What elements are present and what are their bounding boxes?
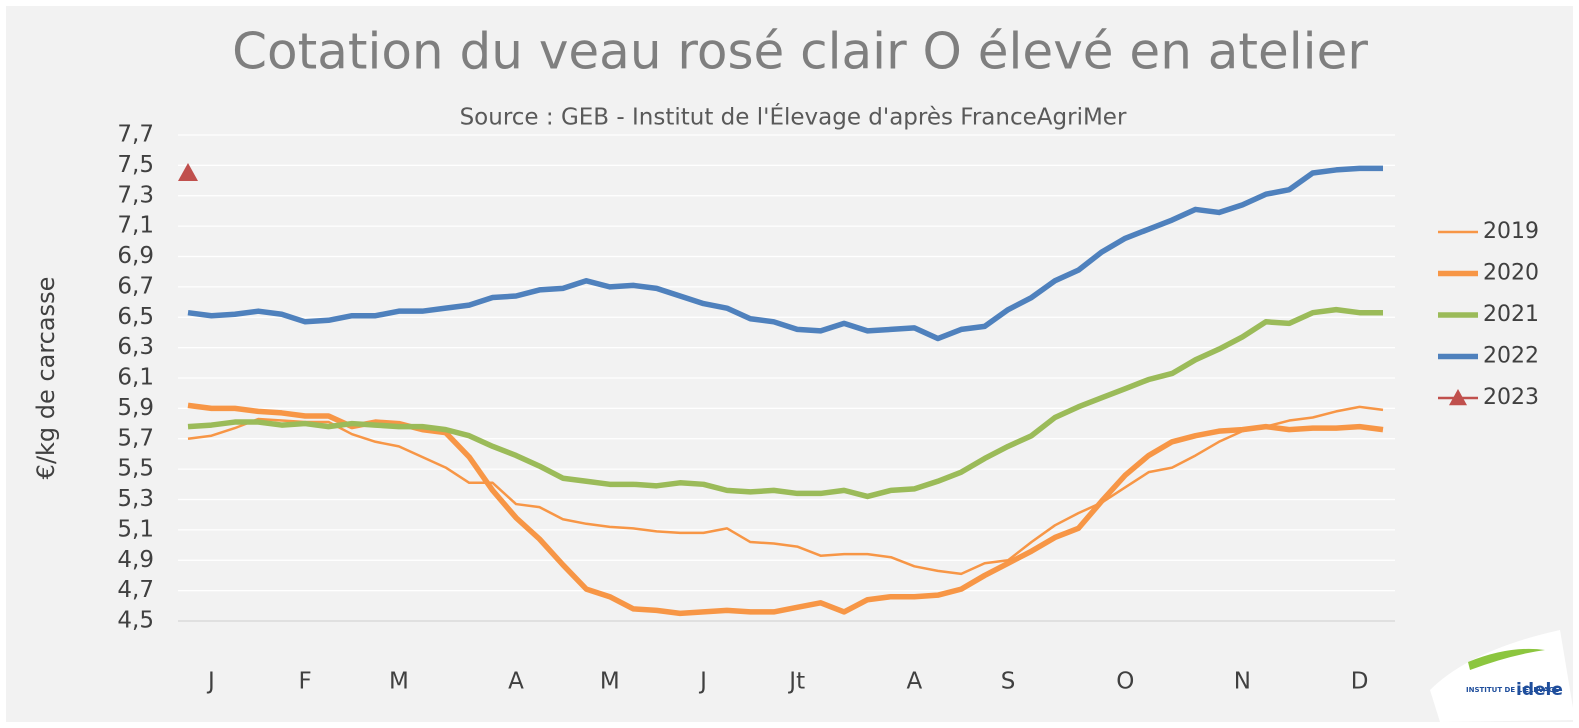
x-tick-label: N: [1234, 669, 1251, 695]
logo-swoosh: [1468, 648, 1545, 670]
y-tick-label: 4,5: [117, 608, 154, 634]
legend-marker: [1449, 389, 1467, 406]
x-tick-label: J: [698, 669, 707, 695]
logo: INSTITUT DE L'ÉLEVAGE idele: [1430, 630, 1575, 722]
x-tick-label: A: [907, 669, 923, 695]
chart-background: [6, 6, 1573, 722]
series-line: [187, 402, 1384, 617]
x-tick-label: Jt: [787, 669, 805, 695]
y-tick-label: 7,3: [117, 182, 154, 208]
x-tick-label: D: [1351, 669, 1369, 695]
series-line: [187, 165, 1383, 342]
y-tick-label: 7,5: [117, 152, 154, 178]
y-tick-label: 5,1: [117, 516, 154, 542]
x-tick-label: O: [1116, 669, 1134, 695]
legend-label: 2019: [1483, 219, 1539, 244]
y-tick-label: 7,7: [117, 122, 154, 148]
x-tick-label: M: [600, 669, 620, 695]
y-tick-label: 4,9: [117, 547, 154, 573]
y-tick-label: 6,7: [117, 273, 154, 299]
y-tick-label: 6,3: [117, 334, 154, 360]
y-tick-label: 5,9: [117, 395, 154, 421]
logo-caption: INSTITUT DE L'ÉLEVAGE: [1466, 685, 1559, 694]
x-tick-label: J: [206, 669, 215, 695]
y-tick-label: 5,5: [117, 456, 154, 482]
y-axis-title: €/kg de carcasse: [32, 277, 60, 480]
y-tick-label: 4,7: [117, 577, 154, 603]
series-marker: [178, 162, 198, 181]
series-line: [187, 306, 1383, 500]
x-tick-label: S: [1001, 669, 1016, 695]
x-tick-label: A: [508, 669, 524, 695]
legend-label: 2021: [1483, 302, 1539, 327]
logo-shape: [1430, 630, 1575, 722]
legend-label: 2020: [1483, 261, 1539, 286]
y-tick-label: 7,1: [117, 213, 154, 239]
x-tick-label: M: [389, 669, 409, 695]
chart-subtitle: Source : GEB - Institut de l'Élevage d'a…: [460, 103, 1127, 131]
y-tick-label: 6,9: [117, 243, 154, 269]
logo-brand: idele: [1516, 680, 1563, 700]
chart-title: Cotation du veau rosé clair O élevé en a…: [232, 23, 1368, 81]
legend-label: 2022: [1483, 344, 1539, 369]
legend-label: 2023: [1483, 385, 1539, 410]
y-tick-label: 5,3: [117, 486, 154, 512]
y-tick-label: 5,7: [117, 425, 154, 451]
series-line: [187, 405, 1384, 576]
y-tick-label: 6,1: [117, 365, 154, 391]
x-tick-label: F: [299, 669, 312, 695]
y-tick-label: 6,5: [117, 304, 154, 330]
